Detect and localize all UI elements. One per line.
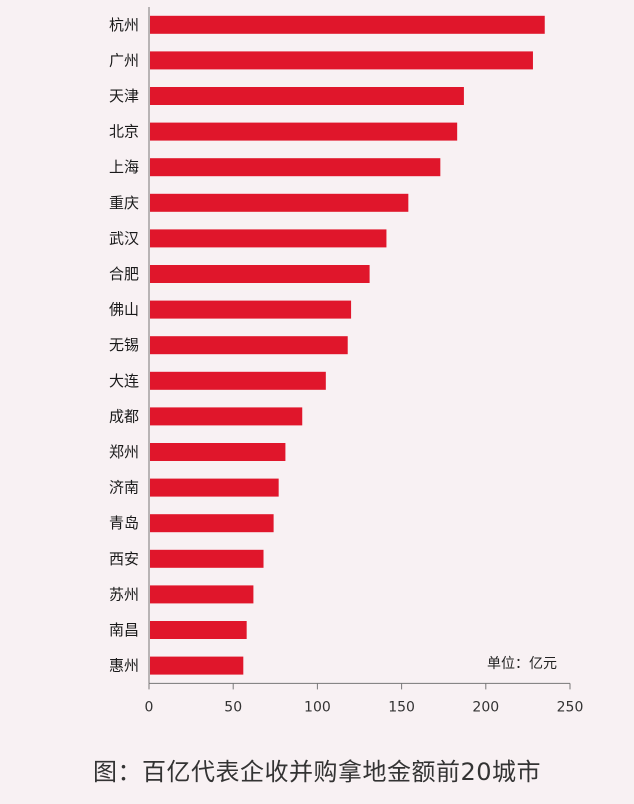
unit-label: 单位：亿元 bbox=[487, 656, 557, 672]
x-tick-label: 250 bbox=[557, 699, 584, 715]
bar-9 bbox=[150, 336, 348, 355]
bar-0 bbox=[150, 15, 545, 34]
category-label: 重庆 bbox=[109, 194, 139, 212]
bar-4 bbox=[150, 158, 441, 177]
bars-layer bbox=[150, 15, 545, 675]
bar-11 bbox=[150, 407, 303, 426]
bar-5 bbox=[150, 193, 409, 212]
category-label: 无锡 bbox=[109, 336, 139, 354]
category-label: 惠州 bbox=[109, 657, 139, 675]
bar-10 bbox=[150, 371, 326, 390]
x-tick-label: 150 bbox=[388, 699, 415, 715]
category-label: 济南 bbox=[109, 479, 139, 497]
category-label: 广州 bbox=[109, 51, 139, 69]
category-label: 佛山 bbox=[109, 301, 139, 319]
category-label: 杭州 bbox=[109, 16, 139, 34]
x-tick-label: 50 bbox=[224, 699, 242, 715]
bar-12 bbox=[150, 443, 286, 461]
category-label: 成都 bbox=[109, 407, 139, 425]
bar-13 bbox=[150, 478, 279, 497]
category-label: 天津 bbox=[109, 87, 139, 105]
bar-14 bbox=[150, 514, 274, 533]
category-label: 上海 bbox=[109, 158, 139, 176]
bar-16 bbox=[150, 585, 254, 604]
category-label: 郑州 bbox=[109, 443, 139, 461]
bar-3 bbox=[150, 122, 458, 141]
category-label: 大连 bbox=[109, 372, 139, 390]
x-tick-label: 0 bbox=[145, 699, 154, 715]
x-tick-label: 100 bbox=[304, 699, 331, 715]
category-label: 青岛 bbox=[109, 514, 139, 532]
category-label: 苏州 bbox=[109, 585, 139, 603]
bar-1 bbox=[150, 51, 533, 70]
x-tick-label: 200 bbox=[472, 699, 499, 715]
category-label: 武汉 bbox=[109, 229, 139, 247]
bar-6 bbox=[150, 229, 387, 248]
category-label: 西安 bbox=[109, 550, 139, 568]
figure-caption: 图：百亿代表企收并购拿地金额前20城市 bbox=[92, 758, 542, 786]
category-label: 合肥 bbox=[109, 265, 139, 283]
bar-17 bbox=[150, 621, 247, 639]
bar-7 bbox=[150, 265, 370, 283]
bar-15 bbox=[150, 549, 264, 568]
x-axis-ticks: 0 50 100 150 200 250 bbox=[145, 683, 584, 715]
bar-8 bbox=[150, 300, 352, 319]
category-label: 北京 bbox=[109, 123, 139, 141]
bar-18 bbox=[150, 656, 244, 675]
category-label: 南昌 bbox=[109, 621, 139, 639]
bar-2 bbox=[150, 87, 464, 105]
